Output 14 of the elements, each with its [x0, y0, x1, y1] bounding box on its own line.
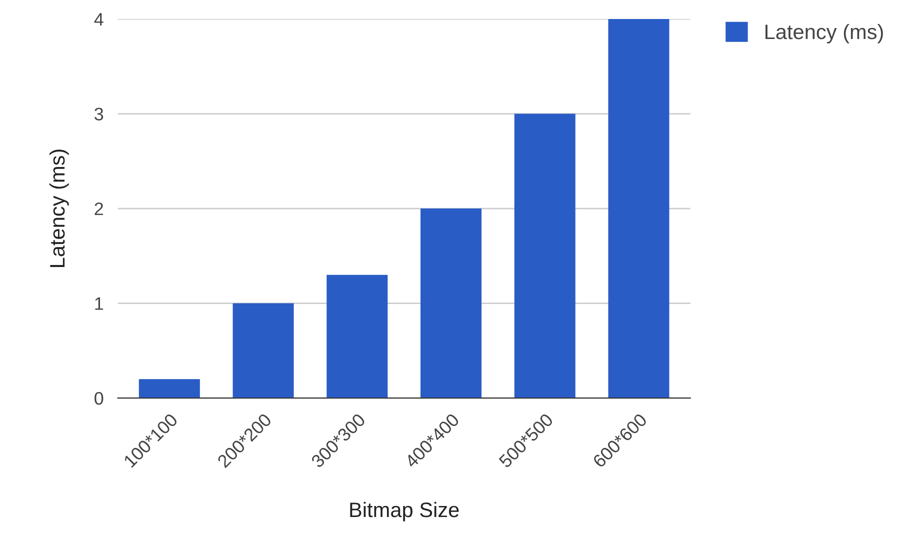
y-tick-label: 4: [94, 13, 104, 26]
y-tick-label: 0: [94, 392, 104, 405]
y-tick-label: 1: [95, 297, 104, 310]
bar: [420, 208, 482, 398]
bar: [138, 379, 200, 398]
y-axis-title: Latency (ms): [49, 150, 69, 267]
legend-label: Latency (ms): [766, 24, 883, 44]
bar: [608, 19, 670, 398]
bar: [514, 114, 576, 398]
y-tick-label: 3: [94, 108, 104, 120]
y-tick-label: 2: [94, 202, 103, 216]
bar: [232, 303, 294, 398]
x-axis-title: Bitmap Size: [350, 502, 459, 522]
bar: [326, 274, 388, 398]
